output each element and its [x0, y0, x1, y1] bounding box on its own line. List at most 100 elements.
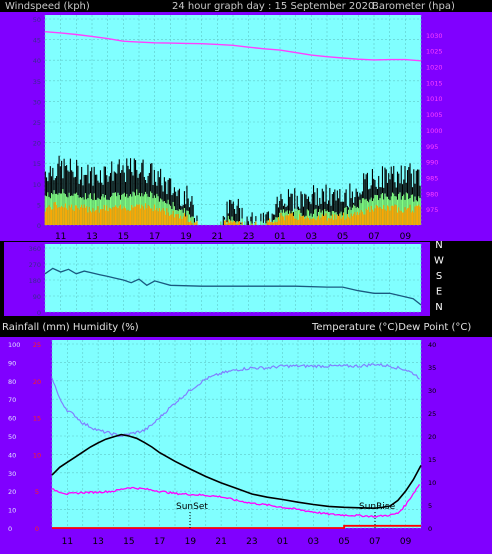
temp-panel-x-tick-labels: 11 13 15 17 19 21 23 01 03 05 07 09 — [62, 537, 412, 547]
windspeed-tick-label: 10 — [33, 181, 41, 189]
humidity-tick-label: 10 — [8, 507, 16, 515]
temperature-tick-label: 0 — [428, 525, 432, 533]
x-tick-label: 19 — [185, 537, 197, 547]
dewpoint-line — [51, 484, 421, 519]
rainfall-humidity-axis-title: Rainfall (mm) Humidity (%) — [2, 322, 139, 333]
rainfall-tick-label: 5 — [35, 488, 39, 496]
barometer-tick-label: 975 — [426, 206, 438, 214]
temperature-tick-label: 20 — [428, 433, 436, 441]
windspeed-tick-label: 50 — [33, 16, 41, 24]
sunrise-label: SunRise — [359, 502, 396, 512]
chart-title: 24 hour graph day : 15 September 2020 — [172, 1, 374, 12]
wind-panel-x-tick-labels: 11 13 15 17 19 21 23 01 03 05 07 09 — [55, 232, 411, 242]
rainfall-tick-label: 20 — [33, 378, 41, 386]
temperature-tick-label: 40 — [428, 341, 436, 349]
barometer-tick-label: 980 — [426, 190, 438, 198]
barometer-tick-label: 1015 — [426, 79, 443, 87]
barometer-tick-label: 1005 — [426, 111, 443, 119]
windspeed-tick-label: 5 — [37, 201, 41, 209]
wind-direction-line — [44, 267, 422, 306]
windspeed-tick-label: 40 — [33, 57, 41, 65]
humidity-tick-label: 20 — [8, 488, 16, 496]
x-tick-label: 03 — [308, 537, 319, 547]
rainfall-line — [52, 524, 421, 529]
x-tick-label: 21 — [212, 232, 223, 242]
rainfall-tick-label: 0 — [35, 525, 39, 533]
windspeed-tick-label: 35 — [33, 78, 41, 86]
windspeed-tick-labels: 0 5 10 15 20 25 30 35 40 45 50 — [33, 16, 41, 230]
x-tick-label: 05 — [337, 232, 348, 242]
x-tick-label: 09 — [400, 537, 412, 547]
temperature-tick-label: 5 — [428, 502, 432, 510]
temp-panel-series — [51, 362, 422, 529]
rainfall-tick-label: 15 — [33, 415, 41, 423]
x-tick-label: 01 — [277, 537, 288, 547]
direction-tick-label: 180 — [29, 277, 41, 285]
compass-label: N — [435, 240, 442, 251]
x-tick-label: 17 — [154, 537, 165, 547]
humidity-tick-labels: 0 10 20 30 40 50 60 70 80 90 100 — [8, 341, 20, 533]
temperature-tick-label: 10 — [428, 479, 436, 487]
x-tick-label: 11 — [55, 232, 66, 242]
x-tick-label: 01 — [274, 232, 285, 242]
temperature-line — [51, 433, 422, 510]
temperature-dewpoint-axis-title: Temperature (°C)Dew Point (°C) — [311, 322, 471, 333]
barometer-line — [44, 31, 422, 62]
humidity-tick-label: 50 — [8, 433, 16, 441]
compass-label: W — [434, 256, 444, 267]
x-tick-label: 05 — [338, 537, 349, 547]
x-tick-label: 11 — [62, 537, 73, 547]
windspeed-tick-label: 20 — [33, 140, 41, 148]
rainfall-tick-labels: 0 5 10 15 20 25 — [33, 341, 41, 533]
humidity-tick-label: 40 — [8, 451, 16, 459]
x-tick-label: 13 — [92, 537, 103, 547]
direction-tick-labels: 0 90 180 270 360 — [29, 245, 41, 317]
windspeed-tick-label: 25 — [33, 119, 41, 127]
barometer-tick-label: 1030 — [426, 32, 443, 40]
humidity-tick-label: 70 — [8, 396, 16, 404]
direction-panel-gridlines — [44, 244, 422, 313]
barometer-tick-label: 985 — [426, 174, 438, 182]
x-tick-label: 19 — [180, 232, 192, 242]
compass-label: S — [436, 271, 442, 282]
humidity-tick-label: 100 — [8, 341, 20, 349]
humidity-tick-label: 90 — [8, 359, 16, 367]
direction-tick-label: 270 — [29, 261, 41, 269]
direction-tick-label: 360 — [29, 245, 41, 253]
direction-tick-label: 90 — [33, 293, 41, 301]
humidity-line — [51, 362, 420, 438]
x-tick-label: 09 — [400, 232, 412, 242]
x-tick-label: 23 — [246, 537, 257, 547]
x-tick-label: 07 — [369, 537, 380, 547]
x-tick-label: 15 — [123, 537, 134, 547]
barometer-tick-label: 1025 — [426, 48, 443, 56]
humidity-tick-label: 80 — [8, 378, 16, 386]
x-tick-label: 15 — [118, 232, 129, 242]
sun-markers: SunSet SunRise — [176, 502, 396, 528]
windspeed-tick-label: 45 — [33, 37, 41, 45]
direction-tick-label: 0 — [37, 309, 41, 317]
compass-label: N — [435, 302, 442, 313]
x-tick-label: 07 — [368, 232, 379, 242]
temperature-tick-label: 25 — [428, 410, 436, 418]
temperature-tick-labels: 0 5 10 15 20 25 30 35 40 — [428, 341, 436, 533]
windspeed-axis-title: Windspeed (kph) — [5, 1, 90, 12]
windspeed-tick-label: 30 — [33, 98, 41, 106]
temperature-tick-label: 15 — [428, 456, 436, 464]
rainfall-tick-label: 25 — [33, 341, 41, 349]
barometer-tick-label: 1020 — [426, 64, 443, 72]
humidity-tick-label: 60 — [8, 415, 16, 423]
barometer-tick-label: 1010 — [426, 95, 443, 103]
x-tick-label: 17 — [149, 232, 160, 242]
windspeed-tick-label: 0 — [37, 222, 41, 230]
barometer-tick-label: 995 — [426, 143, 438, 151]
barometer-axis-title: Barometer (hpa) — [372, 1, 455, 12]
x-tick-label: 03 — [306, 232, 317, 242]
x-tick-label: 23 — [243, 232, 254, 242]
x-tick-label: 13 — [86, 232, 97, 242]
compass-label: E — [436, 287, 442, 298]
temperature-tick-label: 35 — [428, 364, 436, 372]
rainfall-tick-label: 10 — [33, 451, 41, 459]
